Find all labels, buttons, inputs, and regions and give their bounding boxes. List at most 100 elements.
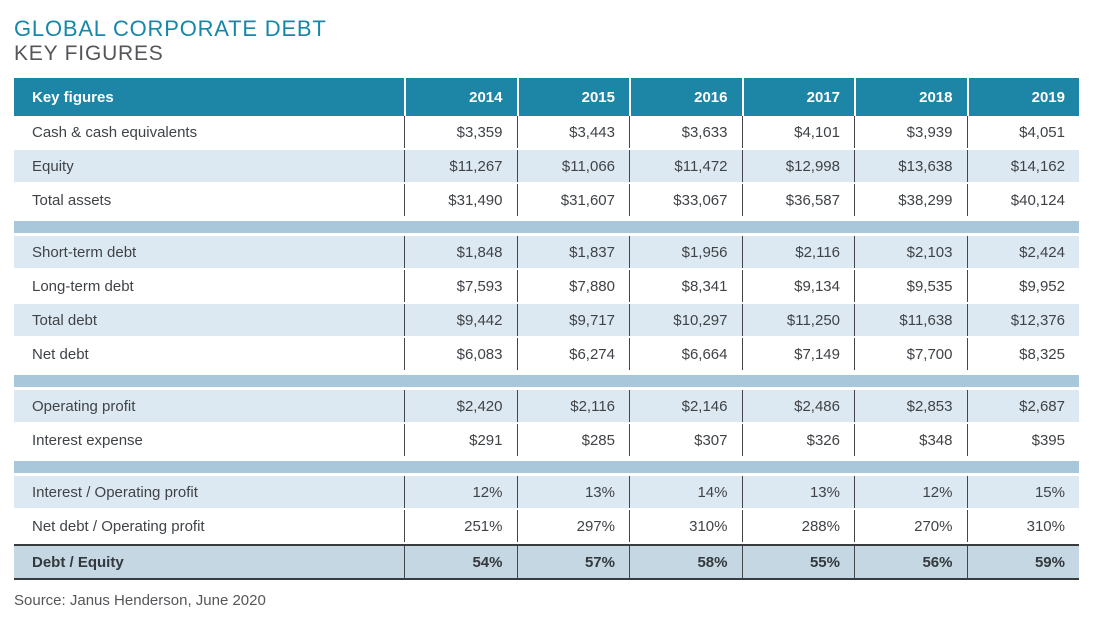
cell-value: 54%: [404, 546, 517, 578]
column-header-year: 2019: [966, 78, 1080, 116]
cell-value: $348: [854, 424, 967, 456]
table-row: Long-term debt $7,593 $7,880 $8,341 $9,134 $9…: [14, 270, 1079, 304]
row-label: Net debt: [32, 345, 89, 363]
cell-value: 251%: [404, 510, 517, 542]
cell-value: $2,420: [404, 390, 517, 422]
cell-value: $8,341: [629, 270, 742, 302]
cell-value: $9,535: [854, 270, 967, 302]
row-label: Interest / Operating profit: [32, 483, 198, 501]
cell-value: $2,146: [629, 390, 742, 422]
row-label: Debt / Equity: [32, 553, 124, 571]
cell-value: $2,103: [854, 236, 967, 268]
row-label: Cash & cash equivalents: [32, 123, 198, 141]
cell-value: $7,700: [854, 338, 967, 370]
cell-value: $38,299: [854, 184, 967, 216]
cell-value: $6,083: [404, 338, 517, 370]
cell-value: 297%: [516, 510, 630, 542]
row-label: Total debt: [32, 311, 98, 329]
table-row: Interest / Operating profit 12% 13% 14% 13% 1…: [14, 476, 1079, 510]
cell-value: $6,274: [516, 338, 630, 370]
cell-value: $13,638: [854, 150, 967, 182]
cell-value: $2,424: [966, 236, 1080, 268]
table-row: Interest expense $291 $285 $307 $326 $348 $395: [14, 424, 1079, 458]
cell-value: $8,325: [966, 338, 1080, 370]
cell-value: $1,956: [629, 236, 742, 268]
cell-value: $14,162: [966, 150, 1080, 182]
table-row: Total assets $31,490 $31,607 $33,067 $36,587…: [14, 184, 1079, 218]
cell-value: $3,359: [404, 116, 517, 148]
cell-value: 56%: [854, 546, 967, 578]
table-row: Cash & cash equivalents $3,359 $3,443 $3,63…: [14, 116, 1079, 150]
table-row: Operating profit $2,420 $2,116 $2,146 $2,486…: [14, 390, 1079, 424]
table-row: Short-term debt $1,848 $1,837 $1,956 $2,116 $…: [14, 236, 1079, 270]
row-label: Long-term debt: [32, 277, 134, 295]
cell-value: $11,066: [516, 150, 630, 182]
cell-value: $3,633: [629, 116, 742, 148]
cell-value: $285: [516, 424, 630, 456]
cell-value: $291: [404, 424, 517, 456]
cell-value: $7,593: [404, 270, 517, 302]
cell-value: 12%: [404, 476, 517, 508]
cell-value: $2,116: [516, 390, 630, 422]
cell-value: $40,124: [966, 184, 1080, 216]
cell-value: $11,267: [404, 150, 517, 182]
cell-value: $1,837: [516, 236, 630, 268]
cell-value: $12,376: [966, 304, 1080, 336]
section-separator: [14, 461, 1079, 473]
table-footer-row: Debt / Equity 54% 57% 58% 55% 56% 59%: [14, 544, 1079, 580]
row-label: Net debt / Operating profit: [32, 517, 205, 535]
cell-value: $7,149: [741, 338, 855, 370]
column-header-year: 2014: [404, 78, 517, 116]
cell-value: $2,486: [741, 390, 855, 422]
column-header-label: Key figures: [32, 88, 114, 106]
cell-value: 310%: [966, 510, 1080, 542]
cell-value: 288%: [741, 510, 855, 542]
cell-value: 13%: [741, 476, 855, 508]
cell-value: 270%: [854, 510, 967, 542]
cell-value: $31,607: [516, 184, 630, 216]
table-header-row: Key figures 2014 2015 2016 2017 2018 2019: [14, 78, 1079, 116]
cell-value: $326: [741, 424, 855, 456]
cell-value: $307: [629, 424, 742, 456]
cell-value: 59%: [966, 546, 1080, 578]
cell-value: $1,848: [404, 236, 517, 268]
column-header-year: 2015: [516, 78, 630, 116]
cell-value: 14%: [629, 476, 742, 508]
cell-value: $395: [966, 424, 1080, 456]
column-header-year: 2017: [741, 78, 855, 116]
row-label: Interest expense: [32, 431, 143, 449]
cell-value: $10,297: [629, 304, 742, 336]
cell-value: 55%: [741, 546, 855, 578]
table-row: Equity $11,267 $11,066 $11,472 $12,998 $13,63…: [14, 150, 1079, 184]
cell-value: $11,638: [854, 304, 967, 336]
cell-value: $2,853: [854, 390, 967, 422]
cell-value: 15%: [966, 476, 1080, 508]
cell-value: $11,250: [741, 304, 855, 336]
page-title: GLOBAL CORPORATE DEBT: [14, 16, 327, 41]
cell-value: 310%: [629, 510, 742, 542]
column-header-year: 2016: [629, 78, 742, 116]
cell-value: $11,472: [629, 150, 742, 182]
page-subtitle: KEY FIGURES: [14, 42, 164, 65]
cell-value: $3,939: [854, 116, 967, 148]
source-note: Source: Janus Henderson, June 2020: [14, 592, 266, 609]
cell-value: $12,998: [741, 150, 855, 182]
cell-value: $2,116: [741, 236, 855, 268]
cell-value: $9,442: [404, 304, 517, 336]
row-label: Total assets: [32, 191, 112, 209]
cell-value: 13%: [516, 476, 630, 508]
table-row: Total debt $9,442 $9,717 $10,297 $11,250 $11,…: [14, 304, 1079, 338]
cell-value: $7,880: [516, 270, 630, 302]
cell-value: 58%: [629, 546, 742, 578]
table-row: Net debt / Operating profit 251% 297% 310% 2…: [14, 510, 1079, 544]
table-row: Net debt $6,083 $6,274 $6,664 $7,149 $7,700 $8…: [14, 338, 1079, 372]
row-label: Equity: [32, 157, 74, 175]
cell-value: $9,952: [966, 270, 1080, 302]
section-separator: [14, 221, 1079, 233]
cell-value: $4,051: [966, 116, 1080, 148]
cell-value: $9,717: [516, 304, 630, 336]
key-figures-table: Key figures 2014 2015 2016 2017 2018 2019 Cash …: [14, 78, 1079, 580]
cell-value: $31,490: [404, 184, 517, 216]
cell-value: $3,443: [516, 116, 630, 148]
